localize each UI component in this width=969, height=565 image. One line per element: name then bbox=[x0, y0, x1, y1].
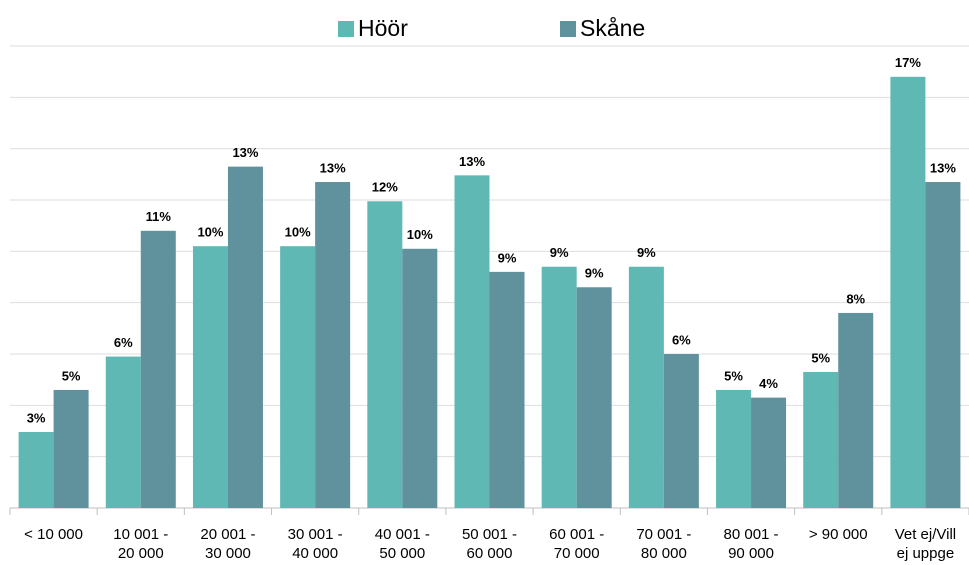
bar bbox=[751, 397, 787, 508]
bar bbox=[628, 266, 664, 508]
bar bbox=[663, 354, 699, 508]
value-label: 10% bbox=[407, 227, 433, 242]
bar bbox=[280, 246, 316, 508]
x-tick-label-line: > 90 000 bbox=[809, 526, 868, 543]
value-label: 10% bbox=[285, 225, 311, 240]
x-tick-label-line: 90 000 bbox=[728, 545, 774, 562]
value-label: 8% bbox=[846, 291, 865, 306]
value-label: 5% bbox=[62, 368, 81, 383]
value-label: 9% bbox=[498, 250, 517, 265]
bar bbox=[838, 312, 874, 508]
x-tick-label-line: 40 000 bbox=[292, 545, 338, 562]
x-tick-label: < 10 000 bbox=[24, 526, 83, 543]
x-tick-label-line: 70 000 bbox=[554, 545, 600, 562]
x-tick-label-line: 60 000 bbox=[467, 545, 513, 562]
x-tick-label: Vet ej/Vill ej uppge bbox=[895, 526, 956, 562]
x-tick-label-line: 20 000 bbox=[118, 545, 164, 562]
bar bbox=[18, 432, 54, 508]
bar bbox=[227, 166, 263, 508]
x-tick-label-line: ej uppge bbox=[897, 545, 955, 562]
value-label: 10% bbox=[197, 225, 223, 240]
x-tick-label-line: 30 000 bbox=[205, 545, 251, 562]
value-label: 9% bbox=[550, 245, 569, 260]
bar bbox=[367, 201, 403, 509]
x-tick-label: 10 001 - 20 000 bbox=[113, 526, 168, 562]
value-label: 13% bbox=[232, 145, 258, 160]
value-label: 6% bbox=[114, 335, 133, 350]
x-tick-label: 70 001 - 80 000 bbox=[636, 526, 691, 562]
x-tick-label-line: 40 001 - bbox=[375, 526, 430, 543]
legend-label: Skåne bbox=[580, 15, 645, 41]
x-tick-label: 50 001 - 60 000 bbox=[462, 526, 517, 562]
legend-label: Höör bbox=[358, 15, 408, 41]
value-label: 9% bbox=[585, 266, 604, 281]
value-label: 3% bbox=[27, 410, 46, 425]
value-label: 17% bbox=[895, 55, 921, 70]
bar bbox=[489, 271, 525, 508]
bar bbox=[541, 266, 577, 508]
bar bbox=[140, 230, 176, 509]
bar bbox=[890, 76, 926, 509]
x-tick-label: 60 001 - 70 000 bbox=[549, 526, 604, 562]
value-label: 5% bbox=[724, 368, 743, 383]
legend-swatch bbox=[338, 21, 354, 37]
legend-swatch bbox=[560, 21, 576, 37]
bar bbox=[454, 175, 490, 509]
bar bbox=[402, 248, 438, 508]
x-tick-label-line: < 10 000 bbox=[24, 526, 83, 543]
value-label: 5% bbox=[811, 350, 830, 365]
x-tick-label-line: 60 001 - bbox=[549, 526, 604, 543]
bar bbox=[576, 287, 612, 508]
x-tick-label-line: Vet ej/Vill bbox=[895, 526, 956, 543]
x-tick-label-line: 30 001 - bbox=[288, 526, 343, 543]
value-label: 11% bbox=[146, 209, 172, 224]
x-tick-label-line: 10 001 - bbox=[113, 526, 168, 543]
x-tick-label: 40 001 - 50 000 bbox=[375, 526, 430, 562]
value-label: 13% bbox=[459, 154, 485, 169]
bar bbox=[105, 356, 141, 508]
value-label: 13% bbox=[930, 160, 956, 175]
bar bbox=[925, 182, 961, 509]
value-label: 12% bbox=[372, 180, 398, 195]
x-tick-label: 80 001 - 90 000 bbox=[724, 526, 779, 562]
bar bbox=[53, 389, 89, 508]
x-tick-label-line: 80 001 - bbox=[724, 526, 779, 543]
x-tick-label-line: 20 001 - bbox=[200, 526, 255, 543]
value-label: 9% bbox=[637, 245, 656, 260]
value-label: 13% bbox=[320, 160, 346, 175]
bar bbox=[716, 389, 752, 508]
x-tick-label: > 90 000 bbox=[809, 526, 868, 543]
x-tick-label-line: 80 000 bbox=[641, 545, 687, 562]
x-tick-label: 30 001 - 40 000 bbox=[288, 526, 343, 562]
x-tick-label-line: 70 001 - bbox=[636, 526, 691, 543]
value-label: 6% bbox=[672, 332, 691, 347]
x-tick-label: 20 001 - 30 000 bbox=[200, 526, 255, 562]
value-label: 4% bbox=[759, 376, 778, 391]
x-tick-label-line: 50 000 bbox=[379, 545, 425, 562]
bar bbox=[192, 246, 228, 508]
bar bbox=[803, 371, 839, 508]
bar bbox=[315, 182, 351, 509]
x-tick-label-line: 50 001 - bbox=[462, 526, 517, 543]
